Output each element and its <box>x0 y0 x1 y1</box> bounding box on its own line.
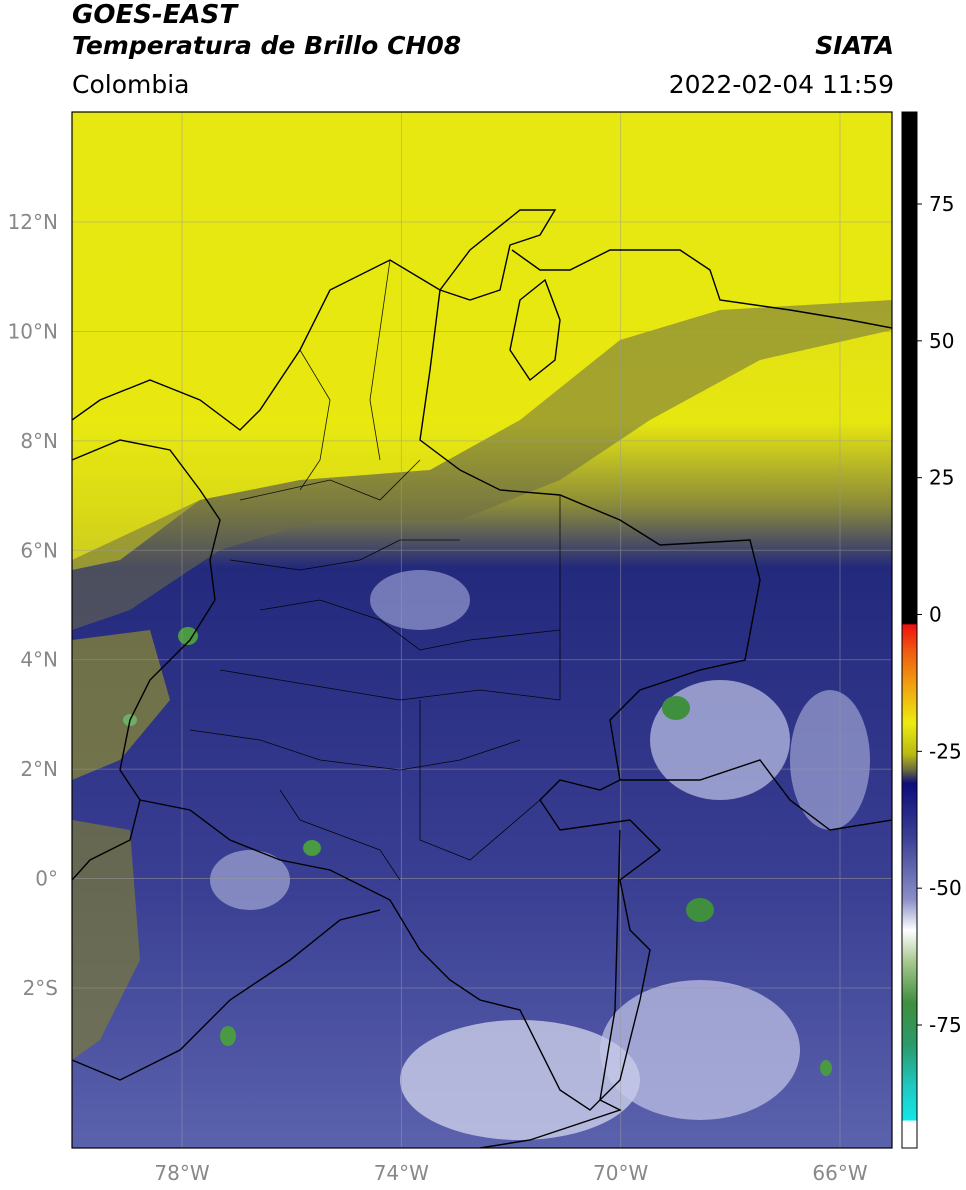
dry-air-region <box>72 112 892 570</box>
lat-tick-label: 4°N <box>20 648 58 672</box>
cold-cloud-area <box>370 570 470 630</box>
colorbar-tick-label: -50 <box>929 876 962 900</box>
lon-tick-label: 70°W <box>593 1161 648 1185</box>
product-title: Temperatura de Brillo CH08 <box>72 31 462 60</box>
cold-cloud-area <box>790 690 870 830</box>
convective-core <box>662 696 690 720</box>
cold-cloud-area <box>210 850 290 910</box>
lake-maracaibo <box>509 278 561 382</box>
caribbean-coast <box>72 259 441 431</box>
pacific-olive-region-south <box>72 820 140 1060</box>
lat-tick-label: 2°N <box>20 757 58 781</box>
colombia-border <box>139 289 761 1111</box>
cold-cloud-area <box>600 980 800 1120</box>
colorbar-ticks: 75 50 25 0 -25 -50 -75 <box>917 192 962 1037</box>
longitude-labels: 78°W 74°W 70°W 66°W <box>154 1161 867 1185</box>
timestamp-label: 2022-02-04 11:59 <box>668 70 894 99</box>
pacific-olive-region <box>72 630 170 780</box>
convective-core <box>820 1060 832 1076</box>
brazil-border <box>479 829 622 1148</box>
lon-tick-label: 78°W <box>154 1161 209 1185</box>
convective-core <box>686 898 714 922</box>
map-field <box>72 112 892 1148</box>
map-frame <box>71 111 893 1149</box>
guajira-coast <box>439 209 557 301</box>
convective-core <box>220 1026 236 1046</box>
transition-band <box>72 300 892 630</box>
lat-tick-label: 8°N <box>20 429 58 453</box>
lat-tick-label: 2°S <box>23 976 58 1000</box>
borders <box>72 209 892 1148</box>
venezuela-coast <box>511 249 892 329</box>
graticule <box>72 112 892 1148</box>
cold-cloud-area <box>400 1020 640 1140</box>
colorbar-tick-label: 75 <box>929 192 954 216</box>
region-label: Colombia <box>72 70 190 99</box>
venezuela-brazil-border <box>620 759 892 831</box>
colorbar-tick-label: -25 <box>929 739 962 763</box>
pacific-coast <box>72 439 221 881</box>
lat-tick-label: 12°N <box>8 210 58 234</box>
ecuador-peru-border <box>72 909 381 1081</box>
lon-tick-label: 74°W <box>374 1161 429 1185</box>
lat-tick-label: 10°N <box>8 319 58 343</box>
colorbar-tick-label: 25 <box>929 466 954 490</box>
convective-core <box>178 627 198 645</box>
satellite-title: GOES-EAST <box>72 0 238 30</box>
lat-tick-label: 0° <box>35 867 58 891</box>
colorbar-tick-label: 50 <box>929 329 954 353</box>
source-label: SIATA <box>815 31 894 60</box>
department-borders <box>189 259 561 881</box>
colorbar-tick-label: -75 <box>929 1013 962 1037</box>
lat-tick-label: 6°N <box>20 538 58 562</box>
colorbar <box>901 111 918 1149</box>
colorbar-tick-label: 0 <box>929 603 942 627</box>
lon-tick-label: 66°W <box>812 1161 867 1185</box>
latitude-labels: 12°N 10°N 8°N 6°N 4°N 2°N 0° 2°S <box>8 210 58 1000</box>
convective-core <box>303 840 321 856</box>
